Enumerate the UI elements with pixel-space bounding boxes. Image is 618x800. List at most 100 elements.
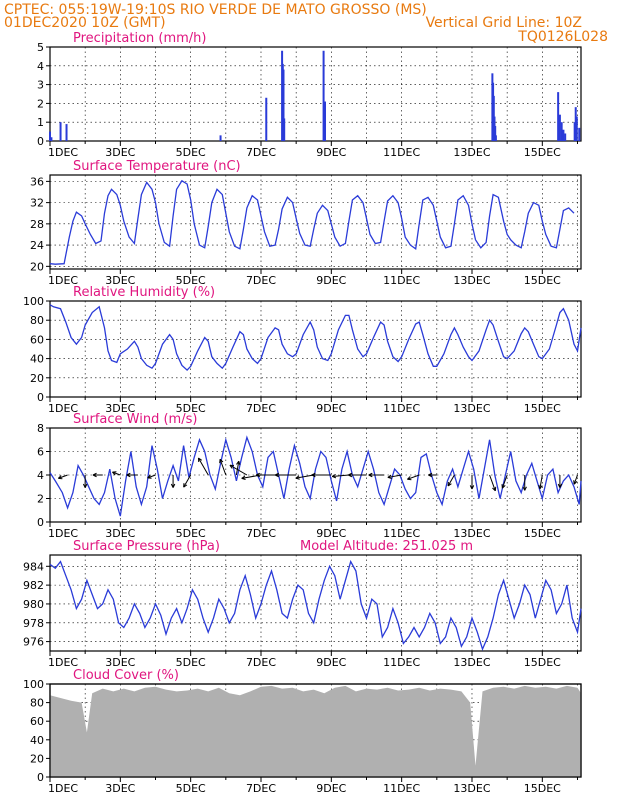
x-tick-label: 13DEC xyxy=(453,527,490,540)
y-tick-label: 40 xyxy=(30,734,44,747)
wind-arrow-head xyxy=(274,472,279,476)
wind-arrow-head xyxy=(368,474,373,478)
wind-arrow xyxy=(573,474,578,485)
y-tick-label: 980 xyxy=(23,598,44,611)
wind-arrow-head xyxy=(147,474,151,479)
x-tick-label: 11DEC xyxy=(383,274,420,287)
wind-arrow-head xyxy=(58,475,62,479)
wind-arrow-head xyxy=(311,474,316,478)
x-tick-label: 3DEC xyxy=(105,782,135,795)
wind-arrow-head xyxy=(274,474,279,478)
y-tick-label: 20 xyxy=(30,752,44,765)
temp-line xyxy=(49,179,575,265)
wind-arrow xyxy=(489,474,496,491)
wind-arrow-head xyxy=(447,483,452,487)
wind-arrow xyxy=(183,474,192,488)
x-tick-label: 1DEC xyxy=(48,527,78,540)
panel-subtitle: Model Altitude: 251.025 m xyxy=(300,539,473,554)
y-tick-label: 3 xyxy=(37,79,44,92)
wind-arrow xyxy=(198,457,209,476)
y-tick-label: 982 xyxy=(23,579,44,592)
precip-bar xyxy=(562,129,565,141)
wind-arrow-head xyxy=(428,472,433,476)
wind-arrow-head xyxy=(573,481,578,485)
panel-wind_vectors xyxy=(58,457,578,492)
precip-bar xyxy=(282,69,285,141)
x-tick-label: 3DEC xyxy=(105,402,135,415)
x-tick-label: 5DEC xyxy=(176,402,206,415)
wind-arrow xyxy=(219,459,227,476)
wind-arrow-head xyxy=(82,483,86,488)
y-tick-label: 0 xyxy=(37,135,44,148)
y-tick-label: 60 xyxy=(30,715,44,728)
y-tick-label: 6 xyxy=(37,446,44,459)
header-grid-line: Vertical Grid Line: 10Z xyxy=(426,15,582,31)
x-tick-label: 7DEC xyxy=(246,656,276,669)
wind-arrow-head xyxy=(348,474,353,478)
wind-arrow xyxy=(332,474,349,477)
wind-arrow-head xyxy=(407,476,411,480)
precip-bar xyxy=(49,131,51,141)
wind-arrow-head xyxy=(387,476,392,480)
y-tick-label: 20 xyxy=(30,372,44,385)
precip-bar xyxy=(558,114,561,141)
x-tick-label: 9DEC xyxy=(316,274,346,287)
panel-title: Cloud Cover (%) xyxy=(73,668,179,683)
wind-arrow xyxy=(407,474,420,480)
precip-bar xyxy=(560,122,563,141)
wind-arrow-head xyxy=(502,485,506,489)
precip-bar xyxy=(557,92,560,141)
y-tick-label: 28 xyxy=(30,218,44,231)
precip-bar xyxy=(494,125,497,141)
x-tick-label: 9DEC xyxy=(316,402,346,415)
wind-arrow-head xyxy=(428,474,433,478)
wind-arrow-head xyxy=(172,483,176,488)
wind-arrow-head xyxy=(198,457,203,461)
y-tick-label: 976 xyxy=(23,636,44,649)
wind-arrow-head xyxy=(331,475,337,479)
panel-title: Surface Temperature (nC) xyxy=(73,159,241,174)
wind-arrow-head xyxy=(126,472,131,476)
wind-arrow-head xyxy=(331,473,336,477)
x-tick-label: 13DEC xyxy=(453,402,490,415)
wind-arrow-head xyxy=(92,472,97,476)
y-tick-label: 100 xyxy=(23,678,44,691)
panel-wind: 0 2 4 6 8 1DEC 3DEC 5DEC 7DEC 9DEC 11DEC 13DEC 15DEC… xyxy=(37,412,582,540)
x-tick-label: 7DEC xyxy=(246,274,276,287)
x-tick-label: 13DEC xyxy=(453,146,490,159)
wind-arrow-head xyxy=(524,486,527,491)
y-tick-label: 2 xyxy=(37,97,44,110)
precip-bar xyxy=(65,124,68,141)
wind-arrow xyxy=(447,474,455,487)
wind-arrow xyxy=(58,474,68,479)
wind-arrow-head xyxy=(538,484,541,489)
panel-title: Surface Wind (m/s) xyxy=(73,412,197,427)
y-tick-label: 24 xyxy=(30,239,44,252)
x-tick-label: 13DEC xyxy=(453,782,490,795)
wind-line xyxy=(49,435,582,517)
panels: 0 1 2 3 4 5 1DEC 3DEC 5DEC 7DEC 9DEC 11DEC 13DEC 15DE… xyxy=(23,31,582,795)
wind-arrow-head xyxy=(241,475,246,479)
y-tick-label: 2 xyxy=(37,493,44,506)
precip-bar xyxy=(59,122,62,141)
x-tick-label: 11DEC xyxy=(383,782,420,795)
precip-bar xyxy=(575,116,578,141)
wind-arrow-head xyxy=(126,474,131,478)
x-tick-label: 5DEC xyxy=(176,274,206,287)
y-tick-label: 984 xyxy=(23,560,44,573)
x-tick-label: 7DEC xyxy=(246,402,276,415)
plot-frame xyxy=(49,300,582,398)
x-tick-label: 15DEC xyxy=(524,656,561,669)
wind-arrow-head xyxy=(295,475,300,479)
x-tick-label: 1DEC xyxy=(48,402,78,415)
y-tick-label: 20 xyxy=(30,260,44,273)
wind-arrow-head xyxy=(492,487,496,492)
x-tick-label: 3DEC xyxy=(105,274,135,287)
wind-arrow-head xyxy=(348,472,353,476)
panel-title: Precipitation (mm/h) xyxy=(73,31,206,46)
x-tick-label: 1DEC xyxy=(48,656,78,669)
panel-temp: 20 24 28 32 36 1DEC 3DEC 5DEC 7DEC 9DEC 11DEC 13DEC… xyxy=(30,159,582,287)
wind-arrow xyxy=(235,461,240,476)
wind-arrow-head xyxy=(84,483,88,488)
y-tick-label: 80 xyxy=(30,697,44,710)
